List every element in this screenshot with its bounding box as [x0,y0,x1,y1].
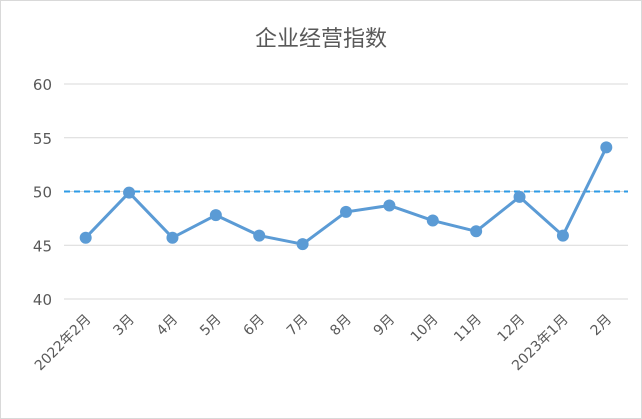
y-tick-label: 55 [33,130,52,148]
data-point [470,225,483,238]
x-tick-label: 2月 [588,312,616,340]
x-tick-label: 7月 [284,312,312,340]
x-tick-label: 5月 [197,312,225,340]
data-point [513,190,526,203]
chart-title: 企业经营指数 [255,27,387,52]
y-axis-ticks: 40 45 50 55 60 [33,76,52,309]
y-tick-label: 40 [33,291,52,309]
data-point [600,141,613,154]
x-tick-label: 12月 [495,312,529,346]
y-tick-label: 50 [33,184,52,202]
data-point [556,229,569,242]
series-layer [79,141,613,251]
x-tick-label: 3月 [110,312,138,340]
y-tick-label: 45 [33,237,52,255]
data-point [253,229,266,242]
x-tick-label: 4月 [154,312,182,340]
x-tick-label: 11月 [451,312,485,346]
data-point [296,238,309,251]
x-tick-label: 6月 [241,312,269,340]
data-point [426,214,439,227]
y-tick-label: 60 [33,76,52,94]
x-tick-label: 9月 [371,312,399,340]
x-tick-label: 8月 [327,312,355,340]
data-point [123,186,136,199]
data-point [166,231,179,244]
data-point [79,231,92,244]
x-tick-label: 2022年2月 [32,312,95,375]
x-tick-label: 10月 [408,312,442,346]
data-point [383,199,396,212]
data-point [209,209,222,222]
data-point [340,205,352,218]
series-line [84,146,608,246]
